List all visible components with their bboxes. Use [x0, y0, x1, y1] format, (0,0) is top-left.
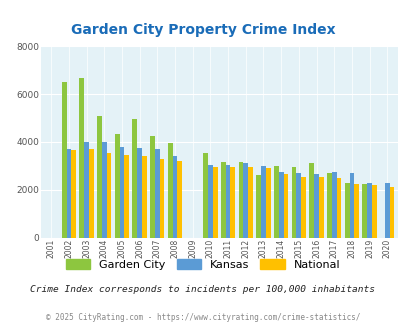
Text: Crime Index corresponds to incidents per 100,000 inhabitants: Crime Index corresponds to incidents per…	[30, 285, 375, 294]
Bar	[97, 115, 102, 238]
Bar	[102, 142, 107, 238]
Bar	[66, 149, 71, 238]
Bar	[371, 185, 376, 238]
Bar	[119, 147, 124, 238]
Bar	[278, 172, 283, 238]
Bar	[207, 165, 212, 238]
Bar	[384, 182, 389, 238]
Bar	[389, 187, 394, 238]
Bar	[172, 156, 177, 238]
Bar	[142, 156, 147, 238]
Bar	[212, 167, 217, 238]
Bar	[84, 142, 89, 238]
Bar	[177, 161, 182, 238]
Bar	[155, 149, 159, 238]
Text: © 2025 CityRating.com - https://www.cityrating.com/crime-statistics/: © 2025 CityRating.com - https://www.city…	[46, 313, 359, 322]
Bar	[291, 167, 296, 238]
Bar	[243, 163, 247, 238]
Bar	[349, 173, 354, 238]
Bar	[137, 148, 142, 238]
Bar	[344, 182, 349, 238]
Bar	[256, 176, 260, 238]
Bar	[260, 166, 265, 238]
Bar	[159, 159, 164, 238]
Bar	[230, 167, 234, 238]
Text: Garden City Property Crime Index: Garden City Property Crime Index	[70, 23, 335, 37]
Legend: Garden City, Kansas, National: Garden City, Kansas, National	[61, 255, 344, 274]
Bar	[354, 184, 358, 238]
Bar	[62, 82, 66, 238]
Bar	[265, 168, 270, 238]
Bar	[309, 163, 313, 238]
Bar	[132, 119, 137, 238]
Bar	[301, 177, 305, 238]
Bar	[296, 173, 301, 238]
Bar	[225, 165, 230, 238]
Bar	[238, 162, 243, 238]
Bar	[79, 79, 84, 238]
Bar	[203, 153, 207, 238]
Bar	[362, 184, 366, 238]
Bar	[331, 172, 336, 238]
Bar	[71, 150, 76, 238]
Bar	[318, 177, 323, 238]
Bar	[247, 167, 252, 238]
Bar	[273, 166, 278, 238]
Bar	[283, 174, 288, 238]
Bar	[313, 174, 318, 238]
Bar	[107, 153, 111, 238]
Bar	[115, 134, 119, 238]
Bar	[89, 149, 94, 238]
Bar	[167, 143, 172, 238]
Bar	[124, 155, 129, 238]
Bar	[326, 173, 331, 238]
Bar	[336, 178, 341, 238]
Bar	[150, 136, 155, 238]
Bar	[366, 182, 371, 238]
Bar	[220, 162, 225, 238]
